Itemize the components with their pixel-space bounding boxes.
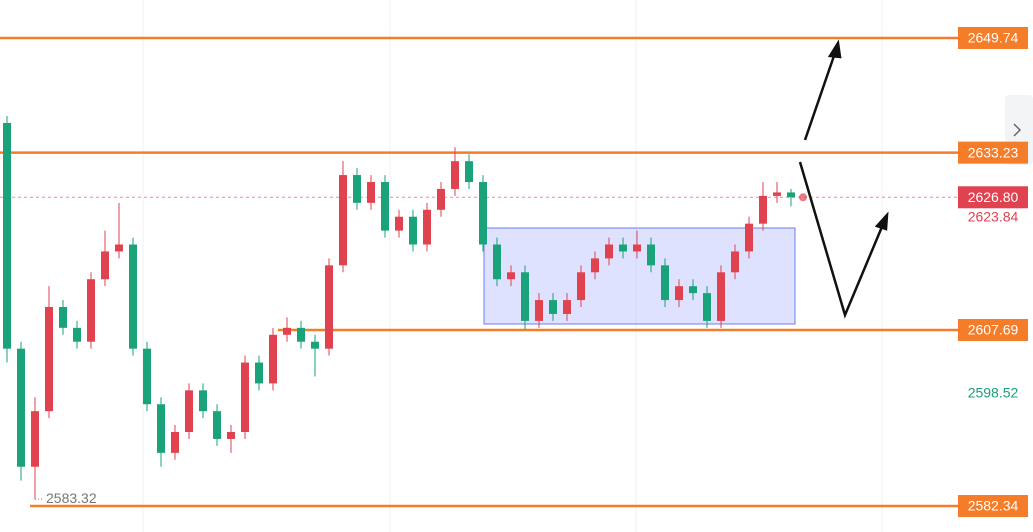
chevron[interactable] — [1013, 123, 1022, 137]
candle-body — [787, 192, 795, 198]
candle-body — [31, 411, 39, 467]
candle-body — [661, 265, 669, 301]
candle-body — [3, 122, 11, 349]
candle-body — [633, 244, 641, 252]
candle-body — [507, 272, 515, 280]
candle-body — [129, 244, 137, 349]
candle-body — [479, 182, 487, 245]
level-label: 2582.34 — [968, 498, 1019, 514]
level-label-bg — [958, 141, 1028, 164]
candle-body — [591, 258, 599, 273]
candle-body — [241, 362, 249, 433]
candle-body — [269, 334, 277, 384]
candle-body — [535, 300, 543, 321]
candle-body — [689, 286, 697, 294]
candle-body — [311, 341, 319, 349]
candle-body — [339, 175, 347, 266]
candle-body — [423, 209, 431, 245]
candle-body — [745, 223, 753, 252]
grid — [142, 0, 883, 532]
candle-body — [731, 251, 739, 273]
level-label-bg — [958, 318, 1028, 341]
candle-body — [451, 161, 459, 189]
candle-body — [759, 195, 767, 224]
level-label: 2607.69 — [968, 322, 1019, 338]
price-label: 2598.52 — [968, 384, 1019, 400]
candle-body — [773, 192, 781, 196]
candle-body — [185, 390, 193, 433]
candle-body — [409, 216, 417, 245]
candle-body — [577, 272, 585, 301]
level-label-bg — [958, 495, 1028, 518]
candle-body — [87, 279, 95, 342]
candle-body — [157, 404, 165, 453]
candle-body — [563, 300, 571, 314]
candle-body — [437, 188, 445, 210]
arrow — [803, 49, 838, 141]
candle-body — [521, 272, 529, 321]
candle-body — [465, 161, 473, 183]
candle-body — [213, 411, 221, 439]
level-label: 2633.23 — [968, 144, 1019, 160]
candle-body — [227, 432, 235, 439]
low-marker-label: 2583.32 — [46, 490, 97, 506]
arrow-head — [827, 39, 842, 59]
candle-body — [283, 327, 291, 335]
price-label: 2623.84 — [968, 209, 1019, 225]
candle-body — [171, 432, 179, 453]
candle-body — [17, 348, 25, 467]
candle-body — [45, 307, 53, 412]
candle-body — [605, 244, 613, 259]
candle-body — [549, 300, 557, 314]
candle-body — [297, 327, 305, 342]
level-label-bg — [958, 26, 1028, 49]
candle-body — [647, 244, 655, 266]
arrow-head — [874, 211, 889, 231]
candle-body — [59, 307, 67, 328]
level-label: 2649.74 — [968, 30, 1019, 46]
candle-body — [619, 244, 627, 252]
candle-body — [367, 182, 375, 203]
arrows — [798, 39, 889, 319]
candle-body — [381, 182, 389, 231]
candle-body — [395, 216, 403, 231]
marks — [0, 36, 958, 508]
current-price-label: 2626.80 — [968, 189, 1019, 205]
candle-body — [675, 286, 683, 301]
current-price-bg — [958, 186, 1028, 209]
candle-body — [143, 348, 151, 405]
candle-body — [199, 390, 207, 412]
candle-body — [353, 175, 361, 203]
candle-body — [717, 272, 725, 321]
candle-body — [101, 251, 109, 280]
arrow — [798, 161, 886, 319]
last-price-dot — [799, 193, 807, 202]
candle-body — [703, 293, 711, 321]
candle-body — [255, 362, 263, 384]
candle-body — [493, 244, 501, 280]
candle-body — [115, 244, 123, 252]
candle-body — [73, 327, 81, 342]
candle-body — [325, 265, 333, 349]
